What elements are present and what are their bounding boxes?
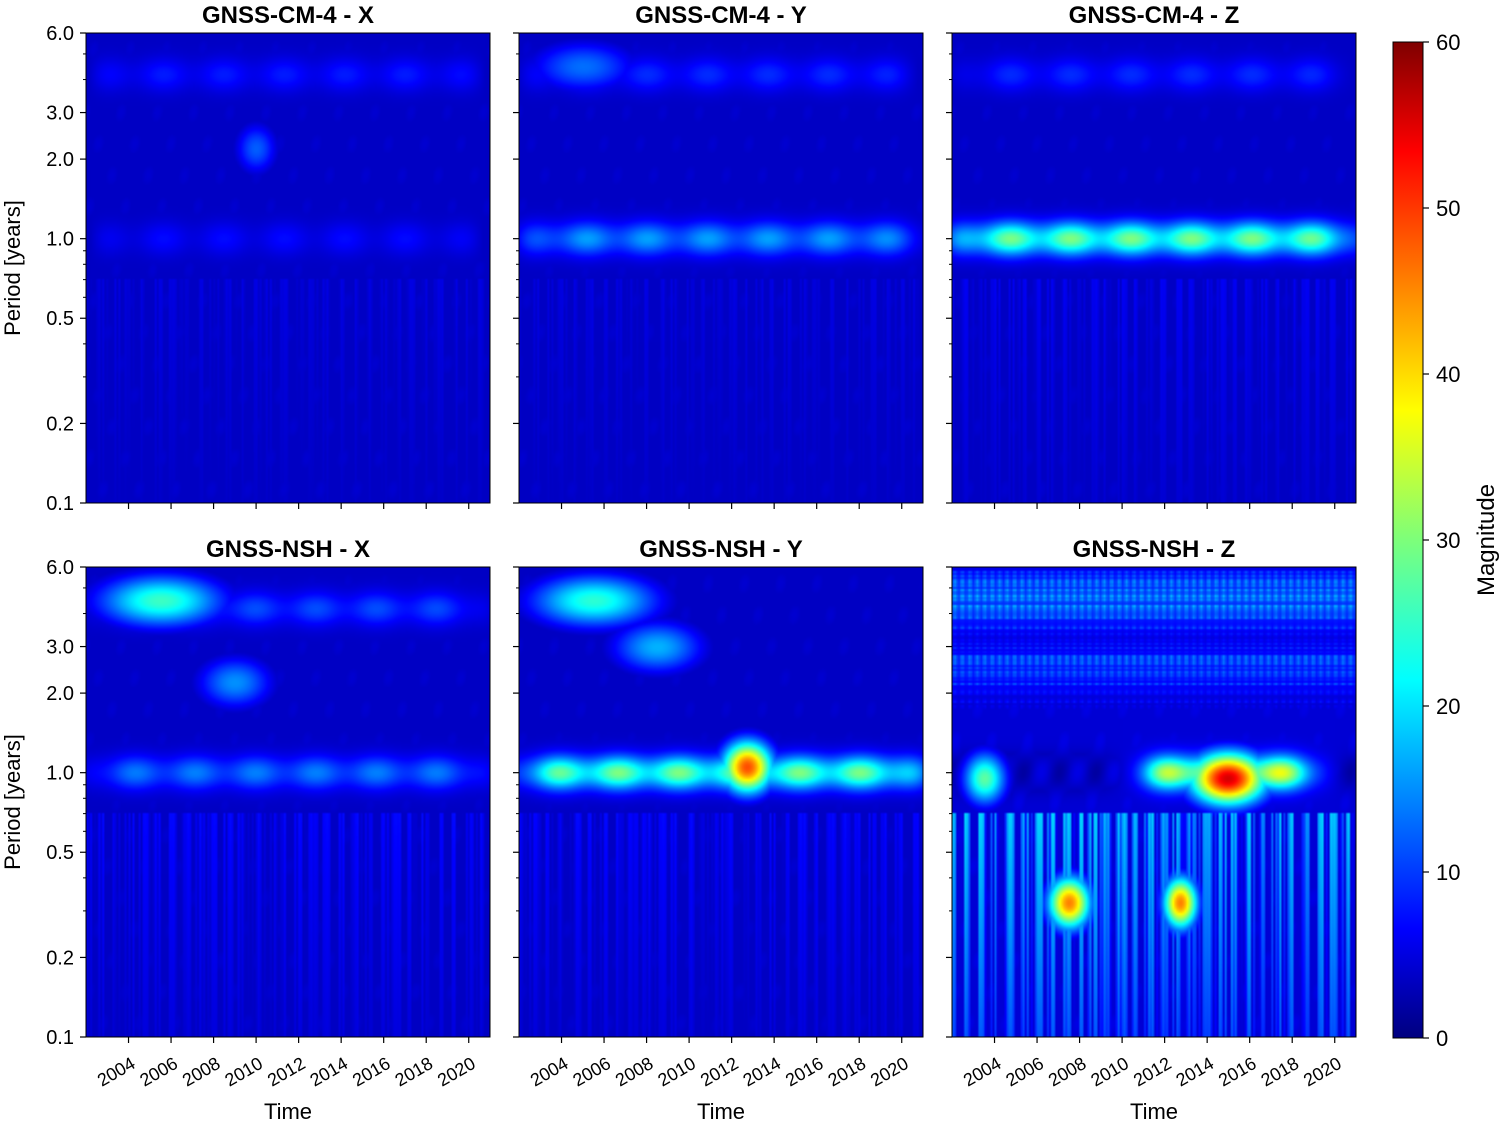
y-tick-label: 3.0 — [46, 637, 74, 659]
x-tick-label: 2008 — [612, 1053, 657, 1090]
y-tick-label: 1.0 — [46, 763, 74, 785]
x-tick-label: 2014 — [306, 1053, 351, 1090]
x-tick-label: 2018 — [1258, 1053, 1303, 1090]
colorbar-tick-label: 60 — [1436, 30, 1460, 55]
colorbar-tick-label: 50 — [1436, 196, 1460, 221]
y-tick-label: 0.1 — [46, 1027, 74, 1049]
heatmap-image — [519, 567, 923, 1037]
heatmap-image — [86, 33, 490, 503]
panel-grid: GNSS-CM-4 - X 0.1 0.2 0.5 1.0 2.0 3.0 6.0 Period… — [0, 2, 1357, 1121]
x-tick-label: 2012 — [697, 1053, 742, 1090]
x-tick-label: 2018 — [392, 1053, 437, 1090]
colorbar-tick-label: 10 — [1436, 860, 1460, 885]
heatmap-panel: GNSS-CM-4 - Y — [513, 2, 924, 509]
y-tick-label: 2.0 — [46, 683, 74, 705]
panel-title: GNSS-CM-4 - Y — [635, 2, 807, 29]
x-tick-label: 2006 — [136, 1053, 181, 1090]
x-tick-label: 2018 — [825, 1053, 870, 1090]
x-tick-label: 2004 — [527, 1053, 572, 1090]
y-tick-label: 2.0 — [46, 149, 74, 171]
y-axis-label: Period [years] — [0, 734, 25, 870]
panel-title: GNSS-NSH - Z — [1073, 536, 1236, 563]
x-tick-label: 2012 — [1130, 1053, 1175, 1090]
plot-frame — [518, 566, 924, 1038]
panel-title: GNSS-NSH - X — [206, 536, 370, 563]
plot-frame — [85, 566, 491, 1038]
colorbar-ticks: 0 10 20 30 40 50 60 — [1423, 30, 1460, 1051]
x-axis-label: Time — [1130, 1099, 1178, 1121]
panel-title: GNSS-CM-4 - X — [202, 2, 374, 29]
plot-frame — [518, 32, 924, 504]
heatmap-panel: GNSS-CM-4 - X 0.1 0.2 0.5 1.0 2.0 3.0 6.0 Period… — [0, 2, 491, 515]
panel-title: GNSS-CM-4 - Z — [1069, 2, 1240, 29]
x-tick-label: 2004 — [960, 1053, 1005, 1090]
x-axis-label: Time — [697, 1099, 745, 1121]
y-tick-label: 3.0 — [46, 103, 74, 125]
x-tick-label: 2008 — [179, 1053, 224, 1090]
x-axis-label: Time — [264, 1099, 312, 1121]
heatmap-image — [86, 567, 490, 1037]
colorbar: 0 10 20 30 40 50 60 Magnitude — [1392, 30, 1500, 1051]
heatmap-image — [952, 567, 1356, 1037]
colorbar-tick-label: 20 — [1436, 694, 1460, 719]
x-tick-label: 2008 — [1045, 1053, 1090, 1090]
x-tick-label: 2006 — [1002, 1053, 1047, 1090]
y-tick-label: 0.5 — [46, 842, 74, 864]
x-tick-label: 2006 — [569, 1053, 614, 1090]
x-tick-label: 2014 — [739, 1053, 784, 1090]
y-tick-label: 6.0 — [46, 23, 74, 45]
y-tick-label: 6.0 — [46, 557, 74, 579]
x-tick-label: 2010 — [654, 1053, 699, 1090]
colorbar-tick-label: 30 — [1436, 528, 1460, 553]
heatmap-panel: GNSS-NSH - X 0.1 0.2 0.5 1.0 2.0 3.0 6.0 Period … — [0, 536, 491, 1121]
colorbar-tick-label: 0 — [1436, 1026, 1448, 1051]
y-tick-label: 0.2 — [46, 947, 74, 969]
y-tick-label: 0.2 — [46, 413, 74, 435]
heatmap-image — [952, 33, 1356, 503]
x-tick-label: 2004 — [94, 1053, 139, 1090]
colorbar-label: Magnitude — [1473, 484, 1500, 596]
x-tick-label: 2012 — [264, 1053, 309, 1090]
x-tick-label: 2020 — [867, 1053, 912, 1090]
x-tick-label: 2010 — [221, 1053, 266, 1090]
x-tick-label: 2016 — [1215, 1053, 1260, 1090]
y-tick-label: 0.1 — [46, 493, 74, 515]
y-axis-label: Period [years] — [0, 200, 25, 336]
plot-frame — [951, 566, 1357, 1038]
plot-frame — [85, 32, 491, 504]
heatmap-panel: GNSS-CM-4 - Z — [946, 2, 1357, 509]
x-tick-label: 2016 — [349, 1053, 394, 1090]
x-tick-label: 2020 — [434, 1053, 479, 1090]
x-tick-label: 2020 — [1300, 1053, 1345, 1090]
heatmap-panel: GNSS-NSH - Z 2004200620082010201220142016… — [946, 536, 1357, 1121]
colorbar-gradient — [1392, 41, 1424, 1039]
colorbar-tick-label: 40 — [1436, 362, 1460, 387]
y-tick-label: 0.5 — [46, 308, 74, 330]
x-tick-label: 2010 — [1087, 1053, 1132, 1090]
x-tick-label: 2016 — [782, 1053, 827, 1090]
y-tick-label: 1.0 — [46, 229, 74, 251]
x-tick-label: 2014 — [1172, 1053, 1217, 1090]
panel-title: GNSS-NSH - Y — [639, 536, 803, 563]
plot-frame — [951, 32, 1357, 504]
heatmap-panel: GNSS-NSH - Y 2004200620082010201220142016… — [513, 536, 924, 1121]
heatmap-image — [519, 33, 923, 503]
